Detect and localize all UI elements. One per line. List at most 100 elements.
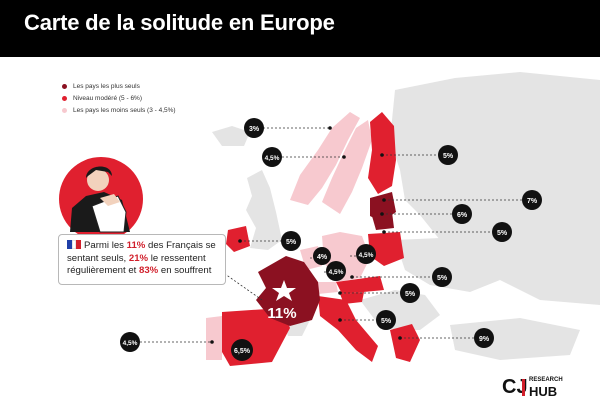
badge-label: 5%: [381, 318, 392, 325]
brand-main: CJ: [502, 376, 528, 398]
lithuania-shape: [372, 212, 394, 230]
dot-lithuania: [380, 212, 384, 216]
badge-italy: 5%: [376, 310, 396, 330]
badge-greece: 9%: [474, 328, 494, 348]
poland-shape: [368, 232, 404, 266]
badge-label: 3%: [249, 126, 260, 133]
brand-logo: CJ RESEARCH HUB: [502, 376, 563, 399]
portugal-shape: [206, 316, 222, 360]
callout-text: Parmi les 11% des Français se sentant se…: [67, 240, 216, 276]
badge-sweden: 4,5%: [262, 147, 282, 167]
callout-highlight: 83%: [139, 265, 159, 276]
legend-item-most: Les pays les plus seuls: [62, 80, 176, 92]
legend-dot-least: [62, 107, 67, 113]
badge-label: 5%: [497, 230, 508, 237]
callout-part: le ressentent régulièrement et: [67, 252, 206, 277]
austria-shape: [336, 276, 384, 294]
badge-circle: [400, 283, 420, 303]
legend-label: Niveau modéré (5 - 6%): [73, 94, 142, 102]
legend-dot-moderate: [62, 95, 67, 101]
switzerland-shape: [316, 282, 338, 294]
badge-label: 4%: [317, 254, 328, 261]
badge-circle: [262, 147, 282, 167]
dot-sweden: [342, 155, 346, 159]
badge-circle: [522, 190, 542, 210]
badge-circle: [231, 339, 253, 361]
uk-land: [246, 170, 282, 250]
badge-label: 4,5%: [329, 269, 344, 276]
dot-austria: [350, 275, 354, 279]
callout-part: des Français se sentant seuls,: [67, 240, 216, 264]
norway-shape: [290, 112, 360, 205]
dot-baltics: [382, 198, 386, 202]
dot-slovenia: [338, 291, 342, 295]
iceland-land: [212, 126, 250, 146]
badge-lithuania: 6%: [452, 204, 472, 224]
brand-sub: RESEARCH: [529, 377, 563, 383]
dot-poland: [382, 230, 386, 234]
legend: Les pays les plus seuls Niveau modéré (5…: [62, 80, 176, 116]
balkans-land: [360, 290, 440, 330]
callout-highlight: 21%: [128, 252, 149, 264]
dot-italy: [338, 318, 342, 322]
badge-austria: 5%: [432, 267, 452, 287]
badge-circle: [326, 261, 346, 281]
ukraine-land: [395, 238, 500, 292]
legend-item-least: Les pays les moins seuls (3 - 4,5%): [62, 104, 176, 116]
badge-circle: [356, 244, 376, 264]
badge-benelux: 4%: [313, 247, 331, 265]
person-hair: [86, 166, 112, 178]
france-flag-icon: [67, 240, 81, 249]
badge-label: 5%: [405, 291, 416, 298]
badge-poland: 5%: [492, 222, 512, 242]
badge-germany: 4,5%: [356, 244, 376, 264]
france-star-icon: [272, 280, 296, 301]
greece-shape: [390, 324, 420, 362]
connector-callout: [207, 261, 263, 301]
badge-label: 6,5%: [234, 348, 251, 355]
badge-circle: [313, 247, 331, 265]
badge-label: 6%: [457, 212, 468, 219]
badge-circle: [474, 328, 494, 348]
badge-label: 5%: [437, 275, 448, 282]
callout-part: Parmi les: [84, 240, 127, 251]
italy-shape: [318, 296, 378, 362]
badge-baltics: 7%: [522, 190, 542, 210]
dot-portugal: [210, 340, 214, 344]
badge-label: 4,5%: [265, 155, 280, 162]
finland-shape: [368, 112, 396, 194]
france-callout: Parmi les 11% des Français se sentant se…: [58, 234, 226, 285]
russia-land: [390, 72, 600, 305]
badge-label: 5%: [443, 153, 454, 160]
badge-circle: [438, 145, 458, 165]
legend-label: Les pays les moins seuls (3 - 4,5%): [73, 106, 176, 114]
badge-label: 7%: [527, 198, 538, 205]
callout-part: en souffrent: [158, 265, 212, 276]
ireland-shape: [226, 226, 250, 252]
neutral-land: [212, 72, 600, 360]
badge-circle: [281, 231, 301, 251]
legend-item-moderate: Niveau modéré (5 - 6%): [62, 92, 176, 104]
dot-greece: [398, 336, 402, 340]
badge-switzerland: 4,5%: [326, 261, 346, 281]
callout-highlight: 11%: [126, 240, 146, 251]
legend-label: Les pays les plus seuls: [73, 82, 140, 90]
dot-ireland: [238, 239, 242, 243]
legend-dot-most: [62, 83, 67, 89]
brand-bar: [522, 379, 525, 396]
badge-circle: [244, 118, 264, 138]
badge-spain: 6,5%: [231, 339, 253, 361]
badge-label: 4,5%: [123, 340, 138, 347]
badge-slovenia: 5%: [400, 283, 420, 303]
badge-ireland: 5%: [281, 231, 301, 251]
badge-label: 9%: [479, 336, 490, 343]
badge-portugal: 4,5%: [120, 332, 140, 352]
badge-label: 5%: [286, 239, 297, 246]
person-hands: [100, 194, 120, 206]
badge-finland: 5%: [438, 145, 458, 165]
badge-label: 4,5%: [359, 252, 374, 259]
badge-circle: [492, 222, 512, 242]
header-bar: Carte de la solitude en Europe: [0, 0, 600, 57]
dot-norway: [328, 126, 332, 130]
